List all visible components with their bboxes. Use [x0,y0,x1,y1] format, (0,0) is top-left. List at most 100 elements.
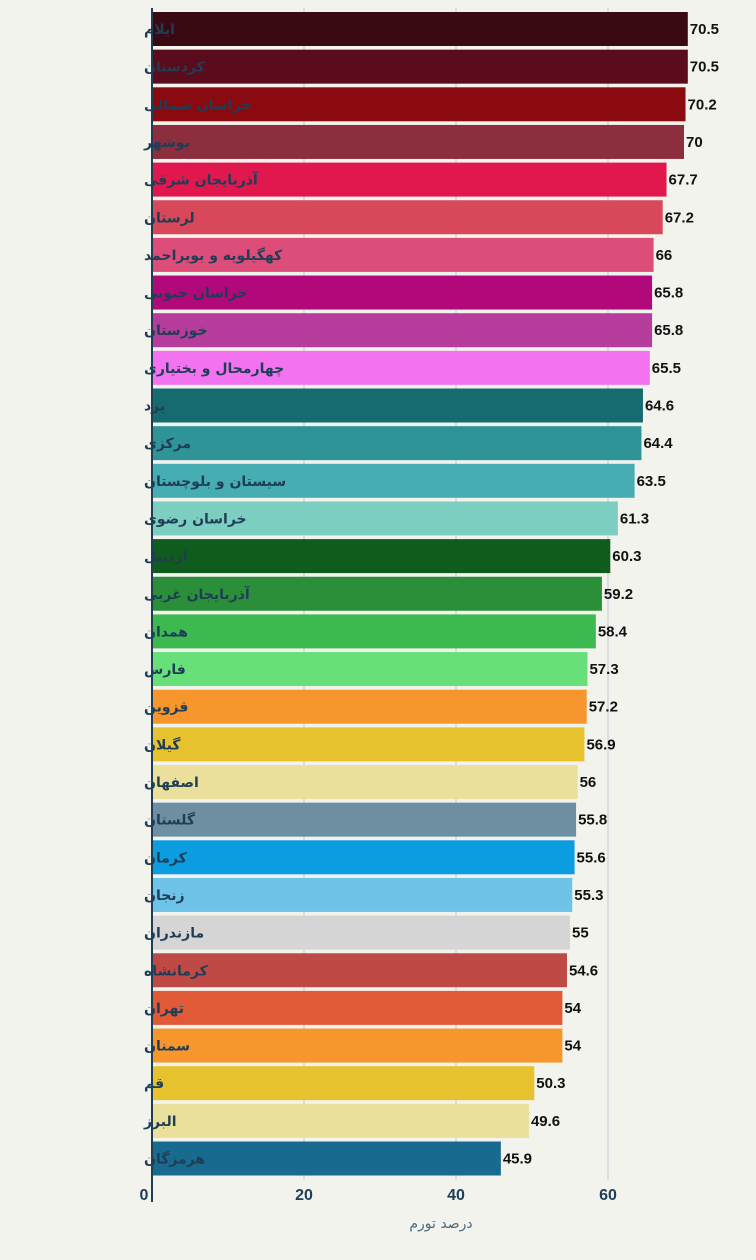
category-label: کرمانشاه [144,963,209,979]
category-label: فارس [144,662,186,678]
category-label: خراسان جنوبی [144,286,247,302]
category-label: البرز [143,1114,177,1130]
x-tick-label: 0 [140,1187,149,1204]
bar [152,953,567,988]
bar [152,1103,529,1138]
bar [152,1028,563,1063]
value-label: 66 [656,247,673,264]
value-label: 55.8 [578,812,607,829]
category-label: سمنان [144,1039,190,1055]
bar [152,388,643,423]
category-label: آذربایجان شرقی [144,171,259,189]
value-label: 59.2 [604,586,633,603]
bar [152,275,653,310]
value-label: 57.2 [589,699,618,716]
category-label: کردستان [144,60,206,76]
bar [152,426,642,461]
bar [152,990,563,1025]
bar [152,539,611,574]
value-label: 65.8 [654,322,683,339]
category-label: سیستان و بلوچستان [144,474,286,490]
bar [152,840,575,875]
bar [152,652,588,687]
category-label: قم [144,1076,164,1092]
bar [152,350,650,385]
bar [152,1141,501,1176]
value-label: 54 [564,1038,581,1055]
value-label: 65.5 [652,360,681,377]
bar [152,614,596,649]
value-label: 57.3 [589,661,618,678]
bar [152,237,654,272]
value-label: 61.3 [620,510,649,527]
category-label: لرستان [144,210,195,226]
value-label: 55.3 [574,887,603,904]
bar [152,501,618,536]
category-label: بوشهر [143,135,190,151]
category-label: مازندران [144,926,204,942]
category-label: زنجان [144,888,185,904]
x-tick-label: 60 [599,1187,617,1204]
bar [152,727,585,762]
bar [152,12,688,46]
value-label: 70.2 [688,96,717,113]
value-label: 49.6 [531,1113,560,1130]
x-axis-title: درصد تورم [409,1216,472,1232]
value-label: 56 [580,774,597,791]
category-label: گلستان [144,812,196,829]
bar [152,313,653,348]
category-label: چهارمحال و بختیاری [144,361,284,377]
bar [152,576,602,611]
bar [152,802,577,837]
value-label: 54.6 [569,962,598,979]
value-label: 55 [572,925,589,942]
value-label: 55.6 [577,849,606,866]
bar [152,200,663,235]
category-label: قزوین [144,700,188,716]
category-label: خراسان رضوی [144,511,247,527]
bar [152,87,686,122]
category-label: کرمان [144,850,188,866]
bar [152,689,587,724]
value-label: 56.9 [586,736,615,753]
category-label: اصفهان [144,775,199,791]
bar [152,162,667,197]
bar [152,765,578,799]
category-label: کهگیلویه و بویراحمد [144,247,283,264]
category-label: ایلام [144,22,175,38]
bar [152,124,684,159]
value-label: 64.6 [645,398,674,415]
category-label: مرکزی [144,436,191,452]
value-label: 50.3 [536,1075,565,1092]
category-label: هرمزگان [144,1151,205,1168]
value-label: 60.3 [612,548,641,565]
value-label: 45.9 [503,1151,532,1168]
category-label: همدان [144,624,188,640]
bar [152,1066,535,1101]
x-tick-label: 40 [447,1187,465,1204]
category-label: تهران [144,1001,184,1017]
category-label: آذربایجان غربی [144,585,251,603]
value-label: 54 [564,1000,581,1017]
category-label: خوزستان [144,323,208,339]
value-label: 67.7 [669,172,698,189]
bar [152,463,635,498]
value-label: 70 [686,134,703,151]
value-label: 70.5 [690,21,719,38]
category-label: گیلان [144,736,181,753]
category-label: اردبیل [144,549,188,565]
bar [152,915,570,950]
value-label: 64.4 [643,435,673,452]
value-label: 67.2 [665,209,694,226]
value-label: 65.8 [654,285,683,302]
value-label: 63.5 [637,473,666,490]
x-tick-label: 20 [295,1187,313,1204]
value-label: 58.4 [598,623,628,640]
category-label: خراسان شمالی [144,97,251,113]
bar [152,877,573,912]
bar [152,49,688,84]
value-label: 70.5 [690,59,719,76]
category-label: یزد [144,399,165,415]
